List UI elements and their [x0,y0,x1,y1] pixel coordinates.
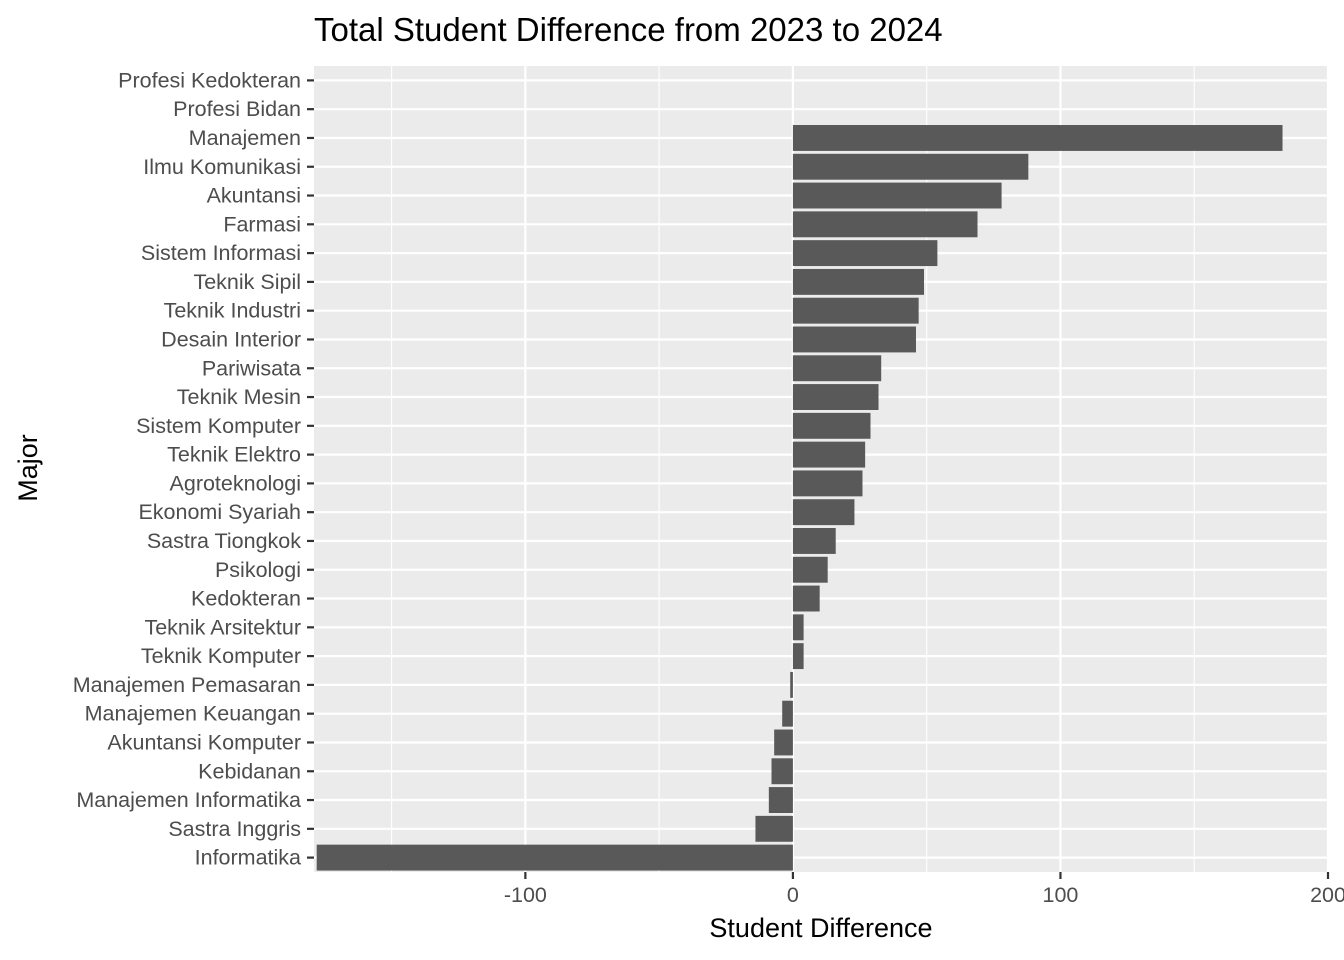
bar [792,240,938,267]
y-tick-label: Teknik Industri [164,299,301,323]
bar [792,585,820,612]
bar [316,844,793,871]
y-tick-label: Kebidanan [198,759,301,783]
y-tick-label: Sistem Informasi [141,241,301,265]
bar [792,556,828,583]
bar [792,326,916,353]
bars [316,125,1283,871]
bar [768,787,793,813]
y-tick-label: Akuntansi Komputer [107,730,301,754]
bar [792,125,1283,151]
y-tick-label: Manajemen [189,126,301,150]
y-tick-label: Teknik Arsitektur [144,615,301,639]
y-tick-label: Manajemen Informatika [76,788,301,812]
x-tick-label: 0 [787,883,799,907]
y-axis-title: Major [13,434,43,502]
bar [792,643,804,670]
bar [774,729,793,756]
y-tick-label: Psikologi [215,558,301,582]
y-tick-label: Akuntansi [207,184,301,208]
y-tick-label: Ilmu Komunikasi [143,155,301,179]
bar [792,528,836,554]
minor-gridlines [391,66,1195,872]
y-tick-label: Profesi Bidan [173,97,301,121]
x-axis-title: Student Difference [709,913,932,943]
x-tick-label: 100 [1043,883,1079,907]
y-tick-label: Pariwisata [202,356,301,380]
bar [792,355,882,382]
bar [792,614,804,641]
bar [792,412,871,439]
y-tick-label: Profesi Kedokteran [118,68,301,92]
x-tick-label: -100 [504,883,547,907]
bar [792,499,855,526]
y-tick-label: Desain Interior [161,327,301,351]
bar [782,700,793,727]
y-tick-label: Manajemen Pemasaran [73,673,301,697]
x-tick-label: 200 [1310,883,1344,907]
bar [792,268,925,295]
bar [792,470,863,497]
bar [790,671,793,698]
x-axis: -100 0 100 200 [504,872,1344,907]
y-tick-label: Ekonomi Syariah [138,500,301,524]
chart-title: Total Student Difference from 2023 to 20… [314,11,943,48]
y-tick-label: Teknik Mesin [177,385,301,409]
y-tick-label: Farmasi [223,212,301,236]
bar [792,182,1002,209]
bar [771,758,793,785]
y-tick-label: Manajemen Keuangan [85,702,301,726]
bar [792,211,978,238]
y-tick-label: Teknik Sipil [193,270,301,294]
y-tick-label: Informatika [195,846,301,870]
y-tick-label: Teknik Komputer [141,644,301,668]
bar [792,153,1029,180]
y-axis: Profesi Kedokteran Profesi Bidan Manajemen… [73,68,314,870]
y-tick-label: Sastra Inggris [168,817,301,841]
y-tick-label: Sistem Komputer [136,414,301,438]
y-tick-label: Agroteknologi [170,471,301,495]
bar [792,384,879,410]
y-tick-label: Sastra Tiongkok [147,529,301,553]
bar [792,297,919,324]
y-tick-label: Kedokteran [191,587,301,611]
bar [792,441,866,468]
y-tick-label: Teknik Elektro [167,443,301,467]
bar [755,815,793,842]
